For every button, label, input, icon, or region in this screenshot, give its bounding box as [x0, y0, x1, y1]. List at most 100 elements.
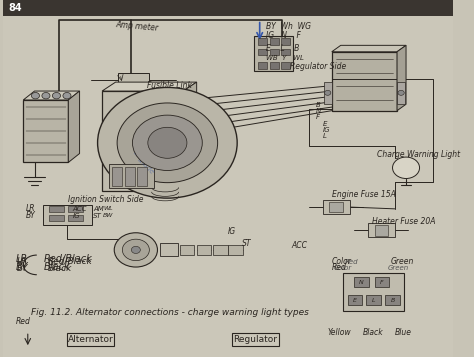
Text: Red/Black: Red/Black — [48, 257, 93, 266]
Text: WB  Y   WL: WB Y WL — [266, 55, 304, 61]
Bar — [118, 73, 149, 87]
Bar — [109, 164, 154, 188]
Bar — [232, 333, 279, 346]
Text: LR: LR — [17, 257, 28, 266]
Text: Regulator Side: Regulator Side — [290, 62, 346, 71]
Text: Ignition Switch Side: Ignition Switch Side — [68, 195, 144, 205]
Circle shape — [148, 127, 187, 158]
Text: Fig. 11.2. Alternator connections - charge warning light types: Fig. 11.2. Alternator connections - char… — [31, 308, 309, 317]
Bar — [347, 295, 362, 305]
Bar — [281, 62, 290, 69]
Bar — [49, 206, 64, 212]
Circle shape — [114, 233, 157, 267]
Circle shape — [63, 92, 71, 99]
Bar — [102, 91, 183, 191]
Bar — [270, 49, 279, 55]
Text: B: B — [316, 102, 321, 108]
Bar — [3, 0, 453, 16]
Bar — [281, 49, 290, 55]
Bar — [197, 245, 211, 255]
Text: Blue: Blue — [131, 148, 150, 166]
Circle shape — [398, 90, 404, 95]
Text: N: N — [316, 109, 321, 114]
Text: WL: WL — [103, 206, 113, 211]
Bar — [385, 295, 400, 305]
Bar — [329, 202, 343, 212]
Bar — [23, 100, 68, 162]
Text: shade: shade — [136, 157, 155, 176]
Bar — [281, 38, 290, 45]
Bar — [180, 245, 194, 255]
Bar — [332, 52, 397, 111]
Bar — [270, 62, 279, 69]
Polygon shape — [23, 91, 80, 100]
Text: Fusible Link: Fusible Link — [147, 81, 192, 90]
Bar — [228, 245, 243, 255]
Bar — [368, 223, 395, 237]
Text: L: L — [372, 298, 375, 303]
Bar — [374, 277, 389, 287]
Text: Red: Red — [16, 317, 30, 326]
Text: Yellow: Yellow — [327, 328, 351, 337]
Text: LR: LR — [26, 204, 35, 213]
Text: IG   N    F: IG N F — [266, 31, 301, 40]
Text: ACC: ACC — [73, 206, 87, 212]
Text: ACC: ACC — [291, 241, 307, 250]
Text: LR: LR — [16, 255, 28, 265]
Bar — [213, 245, 228, 255]
Text: IG: IG — [73, 213, 80, 218]
Bar — [67, 333, 114, 346]
Text: Black: Black — [363, 328, 384, 337]
Text: Green: Green — [388, 265, 409, 271]
Text: ST: ST — [242, 239, 251, 248]
Text: F: F — [316, 115, 320, 120]
Text: F: F — [380, 280, 383, 285]
Circle shape — [98, 87, 237, 198]
Bar — [112, 167, 122, 186]
Bar — [374, 225, 388, 236]
Text: BW: BW — [103, 213, 113, 218]
Circle shape — [53, 92, 61, 99]
Text: Red: Red — [332, 263, 346, 272]
Polygon shape — [332, 45, 406, 52]
Bar — [343, 273, 404, 311]
Text: AM: AM — [93, 206, 104, 212]
Text: BY  Wh  WG: BY Wh WG — [266, 22, 311, 31]
Text: Charge Warning Light: Charge Warning Light — [377, 150, 460, 159]
Text: 84: 84 — [9, 3, 22, 13]
Bar — [137, 167, 147, 186]
Circle shape — [31, 92, 39, 99]
Text: B: B — [391, 298, 395, 303]
Bar — [324, 82, 332, 104]
Text: Black: Black — [48, 264, 73, 273]
Bar — [254, 36, 292, 71]
Bar — [49, 215, 64, 221]
Bar — [68, 215, 83, 221]
Circle shape — [392, 157, 419, 178]
Text: Color: Color — [334, 265, 352, 271]
Text: Blue: Blue — [395, 328, 412, 337]
Polygon shape — [183, 82, 197, 191]
Bar — [160, 243, 178, 256]
Text: Amp meter: Amp meter — [116, 20, 159, 33]
Polygon shape — [68, 91, 80, 162]
Circle shape — [132, 115, 202, 171]
Text: L: L — [323, 133, 327, 139]
Text: Color: Color — [332, 257, 352, 266]
Text: IG: IG — [228, 227, 237, 236]
Text: IG: IG — [323, 127, 330, 132]
Text: Black: Black — [44, 262, 70, 272]
Text: BY: BY — [17, 264, 28, 273]
Bar — [43, 205, 92, 225]
Circle shape — [122, 239, 149, 261]
Circle shape — [325, 90, 331, 95]
Bar — [258, 62, 267, 69]
Bar — [354, 277, 369, 287]
Text: BY: BY — [16, 262, 28, 272]
Bar — [68, 206, 83, 212]
Circle shape — [117, 103, 218, 183]
Text: Red/Black: Red/Black — [44, 255, 92, 265]
Text: Engine Fuse 15A: Engine Fuse 15A — [332, 190, 396, 199]
Text: Red: Red — [345, 259, 359, 265]
Bar — [323, 200, 350, 214]
